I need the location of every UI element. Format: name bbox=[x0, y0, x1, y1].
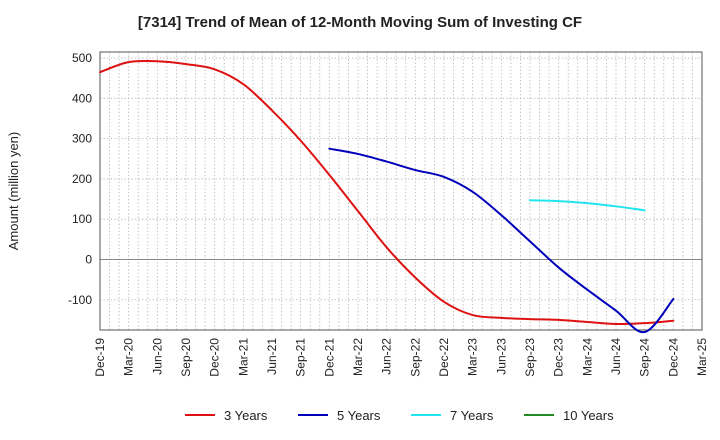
legend-label: 7 Years bbox=[450, 408, 494, 423]
x-tick-label: Dec-19 bbox=[93, 338, 107, 377]
legend-label: 10 Years bbox=[563, 408, 614, 423]
x-tick-label: Jun-22 bbox=[380, 338, 394, 375]
x-tick-label: Dec-22 bbox=[437, 338, 451, 377]
x-tick-label: Mar-23 bbox=[466, 338, 480, 376]
y-tick-label: 100 bbox=[72, 212, 92, 226]
x-tick-label: Mar-24 bbox=[580, 338, 594, 376]
x-tick-label: Dec-21 bbox=[322, 338, 336, 377]
x-tick-label: Mar-22 bbox=[351, 338, 365, 376]
series-line-7-years bbox=[529, 199, 646, 212]
plot-frame bbox=[99, 51, 703, 331]
x-tick-label: Mar-25 bbox=[695, 338, 709, 376]
y-tick-label: -100 bbox=[68, 293, 92, 307]
series-line-3-years bbox=[99, 59, 675, 326]
chart-title: [7314] Trend of Mean of 12-Month Moving … bbox=[137, 14, 583, 31]
y-tick-label: 400 bbox=[72, 91, 92, 105]
y-tick-label: 200 bbox=[72, 172, 92, 186]
y-tick-label: 500 bbox=[72, 51, 92, 65]
x-tick-label: Mar-20 bbox=[122, 338, 136, 376]
y-tick-label: 300 bbox=[72, 132, 92, 146]
legend-item-7-years: 7 Years bbox=[411, 408, 494, 423]
legend-label: 3 Years bbox=[224, 408, 268, 423]
y-axis-title: Amount (million yen) bbox=[6, 132, 21, 251]
x-tick-label: Sep-24 bbox=[638, 338, 652, 377]
legend-label: 5 Years bbox=[337, 408, 381, 423]
x-tick-label: Mar-21 bbox=[236, 338, 250, 376]
x-tick-label: Sep-22 bbox=[408, 338, 422, 377]
x-tick-label: Jun-24 bbox=[609, 338, 623, 375]
x-tick-label: Sep-20 bbox=[179, 338, 193, 377]
x-tick-label: Jun-20 bbox=[150, 338, 164, 375]
y-tick-label: 0 bbox=[85, 252, 92, 266]
x-tick-label: Sep-23 bbox=[523, 338, 537, 377]
x-tick-label: Dec-20 bbox=[208, 338, 222, 377]
legend-item-3-years: 3 Years bbox=[185, 408, 268, 423]
x-tick-label: Sep-21 bbox=[294, 338, 308, 377]
x-tick-label: Dec-24 bbox=[666, 338, 680, 377]
legend-item-10-years: 10 Years bbox=[524, 408, 614, 423]
x-tick-label: Dec-23 bbox=[552, 338, 566, 377]
x-tick-label: Jun-23 bbox=[494, 338, 508, 375]
x-tick-label: Jun-21 bbox=[265, 338, 279, 375]
legend-item-5-years: 5 Years bbox=[298, 408, 381, 423]
series-line-5-years bbox=[328, 147, 675, 334]
